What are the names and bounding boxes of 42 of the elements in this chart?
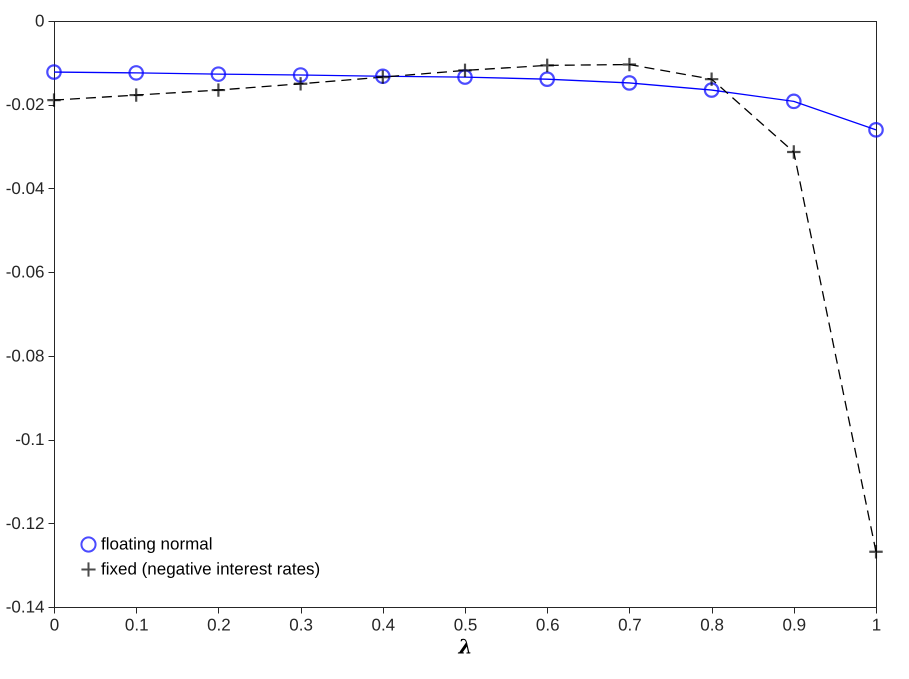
x-tick-label: 0 (50, 616, 60, 634)
point (46, 92, 62, 108)
point (457, 62, 473, 78)
x-tick-label: 0.5 (454, 616, 478, 634)
x-tick-label: 0.3 (289, 616, 313, 634)
point (210, 82, 226, 98)
point (128, 87, 144, 103)
y-tick-label: -0.02 (6, 95, 44, 114)
x-tick-label: 0.7 (618, 616, 642, 634)
point (786, 94, 802, 110)
legend-label: floating normal (101, 534, 213, 554)
point (786, 144, 802, 160)
legend-label: fixed (negative interest rates) (101, 560, 320, 578)
x-tick-label: 1 (872, 616, 882, 634)
y-tick-label: -0.14 (6, 598, 44, 616)
x-tick-label: 0.1 (124, 616, 149, 634)
y-tick-label: -0.06 (6, 262, 44, 282)
point (128, 65, 144, 81)
y-tick-label: -0.04 (6, 178, 44, 198)
x-tick-label: 0.4 (371, 616, 396, 634)
x-tick-label: 0.8 (700, 616, 724, 634)
point (622, 56, 638, 72)
point (210, 66, 226, 82)
point (457, 69, 473, 85)
y-tick-label: -0.1 (15, 430, 44, 450)
point (704, 82, 720, 98)
point (868, 544, 884, 560)
point (868, 122, 884, 138)
point (539, 58, 556, 74)
x-tick-label: 0.2 (207, 616, 231, 634)
point (704, 71, 720, 87)
y-tick-label: 0 (35, 12, 44, 30)
x-axis-title: λ (457, 634, 473, 658)
y-tick-label: -0.08 (6, 346, 44, 366)
point (292, 76, 308, 92)
x-tick-label: 0.9 (782, 616, 806, 634)
x-tick-label: 0.6 (536, 616, 560, 634)
point (622, 75, 638, 91)
y-tick-label: -0.12 (6, 514, 44, 533)
point (292, 67, 308, 83)
point (46, 64, 62, 80)
point (539, 71, 556, 87)
